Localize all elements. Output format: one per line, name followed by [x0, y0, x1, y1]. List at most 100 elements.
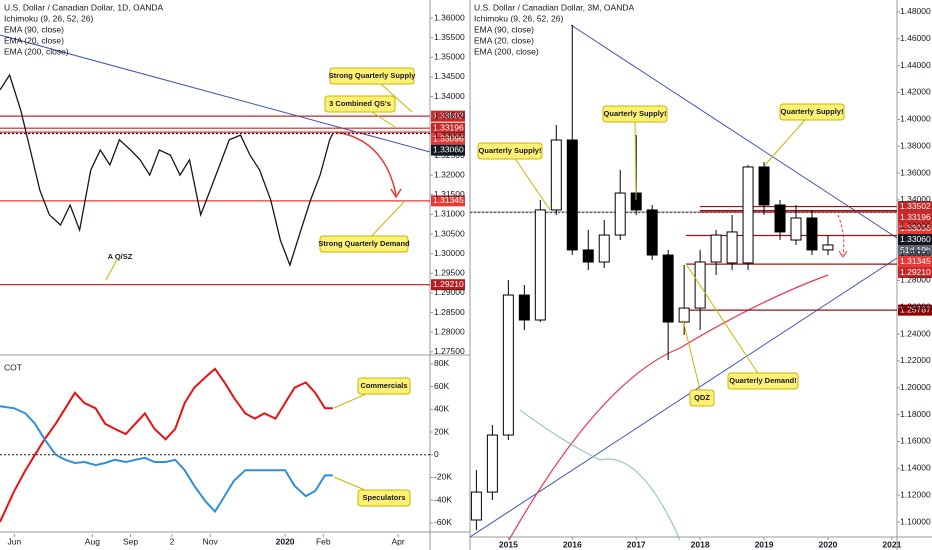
price-line: [0, 405, 333, 514]
x-tick-label: Jun: [7, 536, 21, 546]
callout-text: QDZ: [694, 393, 710, 402]
callout-text: 3 Combined QS's: [329, 99, 391, 108]
x-tick-label: 2017: [627, 539, 646, 549]
callout-text: Speculators: [363, 493, 406, 502]
price-line: [0, 367, 333, 523]
arrow-head: [390, 188, 402, 199]
callout-box: [477, 142, 543, 160]
y-tick-label: 60K: [434, 381, 449, 391]
x-tick-label: Nov: [203, 536, 219, 546]
pane-title: COT: [4, 362, 22, 372]
candle-body: [790, 217, 802, 241]
y-tick-label: 1.16000: [900, 436, 931, 446]
y-tick-label: 1.32500: [434, 150, 465, 160]
indicator-label: Ichimoku (9, 26, 52, 26): [4, 13, 93, 23]
x-tick-label: Feb: [316, 536, 331, 546]
indicator-label: EMA (200, close): [4, 46, 69, 56]
callout-box: [357, 489, 411, 507]
x-tick-label: 2020: [276, 536, 295, 546]
price-label: 1.29210: [900, 267, 931, 277]
y-tick-label: 1.26000: [900, 301, 931, 311]
price-label: 1.33502: [433, 110, 464, 120]
price-label: 1.33096: [433, 133, 464, 143]
callout-text: Quarterly Supply!: [479, 146, 542, 155]
price-label: 1.29210: [433, 279, 464, 289]
y-tick-label: 1.30000: [434, 248, 465, 258]
price-label-box: [898, 234, 932, 246]
callout-pointer: [634, 113, 637, 201]
callout-text: Strong Quarterly Supply: [329, 71, 417, 80]
candle-body: [502, 294, 514, 436]
price-label-box: [431, 110, 465, 122]
candle-body: [678, 307, 690, 323]
x-tick-label: 2019: [755, 539, 774, 549]
ema-line: [508, 274, 829, 541]
chart-title: U.S. Dollar / Canadian Dollar, 1D, OANDA: [4, 2, 164, 12]
callout-text: A Q/SZ: [108, 252, 133, 261]
lagging-span: [519, 409, 681, 541]
candle-body: [598, 234, 610, 263]
y-tick-label: 1.10000: [900, 516, 931, 526]
countdown-box: [898, 245, 932, 257]
callout-text: Quarterly Supply!: [604, 109, 667, 118]
callout-box: [779, 103, 845, 121]
y-tick-label: 1.34500: [434, 71, 465, 81]
y-tick-label: 1.35500: [434, 32, 465, 42]
y-tick-label: 1.22000: [900, 355, 931, 365]
callout-pointer: [682, 319, 703, 399]
candle-body: [582, 249, 594, 263]
y-tick-label: 1.29000: [434, 287, 465, 297]
y-tick-label: 1.29500: [434, 268, 465, 278]
y-tick-label: 1.27500: [434, 346, 465, 356]
y-tick-label: -20K: [434, 472, 452, 482]
price-line: [0, 73, 334, 268]
candle-body: [550, 139, 562, 211]
callout-box: [602, 105, 668, 123]
y-tick-label: 1.30500: [434, 228, 465, 238]
y-tick-label: 1.33500: [434, 110, 465, 120]
y-tick-label: -40K: [434, 494, 452, 504]
indicator-label: EMA (20, close): [4, 35, 64, 45]
price-label: 1.33060: [433, 144, 464, 154]
indicator-label: EMA (90, close): [474, 24, 534, 34]
indicator-label: EMA (90, close): [4, 24, 64, 34]
callout-pointer: [764, 111, 813, 166]
callout-box: [324, 95, 396, 113]
callout-text: Commercials: [360, 381, 407, 390]
x-tick-label: Sep: [123, 536, 138, 546]
callout-text: Strong Quarterly Demand: [318, 239, 410, 248]
candle-body: [646, 209, 658, 256]
y-tick-label: 80K: [434, 358, 449, 368]
price-label-box: [431, 279, 465, 291]
y-tick-label: 0: [434, 449, 439, 459]
y-tick-label: 1.33000: [434, 130, 465, 140]
y-tick-label: 1.24000: [900, 328, 931, 338]
price-label: 1.33060: [900, 234, 931, 244]
price-label-box: [898, 212, 932, 224]
arrow-head: [838, 250, 848, 258]
indicator-label: EMA (200, close): [474, 46, 539, 56]
price-label: 1.33096: [900, 223, 931, 233]
countdown: 51d 19h: [900, 245, 931, 255]
price-label-box: [898, 256, 932, 268]
y-tick-label: 1.20000: [900, 382, 931, 392]
y-tick-label: 1.30000: [900, 248, 931, 258]
y-tick-label: 1.38000: [900, 140, 931, 150]
y-tick-label: 1.44000: [900, 60, 931, 70]
y-tick-label: 1.31500: [434, 189, 465, 199]
y-tick-label: 1.14000: [900, 463, 931, 473]
callout-box: [329, 67, 415, 85]
y-tick-label: 20K: [434, 426, 449, 436]
candle-body: [806, 217, 818, 251]
y-tick-label: 1.36000: [434, 12, 465, 22]
y-tick-label: 1.40000: [900, 114, 931, 124]
y-tick-label: 1.28500: [434, 307, 465, 317]
price-label: 1.25787: [900, 304, 931, 314]
indicator-label: EMA (20, close): [474, 35, 534, 45]
callout-pointer: [685, 263, 764, 382]
y-tick-label: 1.28000: [434, 326, 465, 336]
callout-pointer: [105, 257, 119, 281]
x-tick-label: 2018: [691, 539, 710, 549]
candle-body: [662, 254, 674, 323]
